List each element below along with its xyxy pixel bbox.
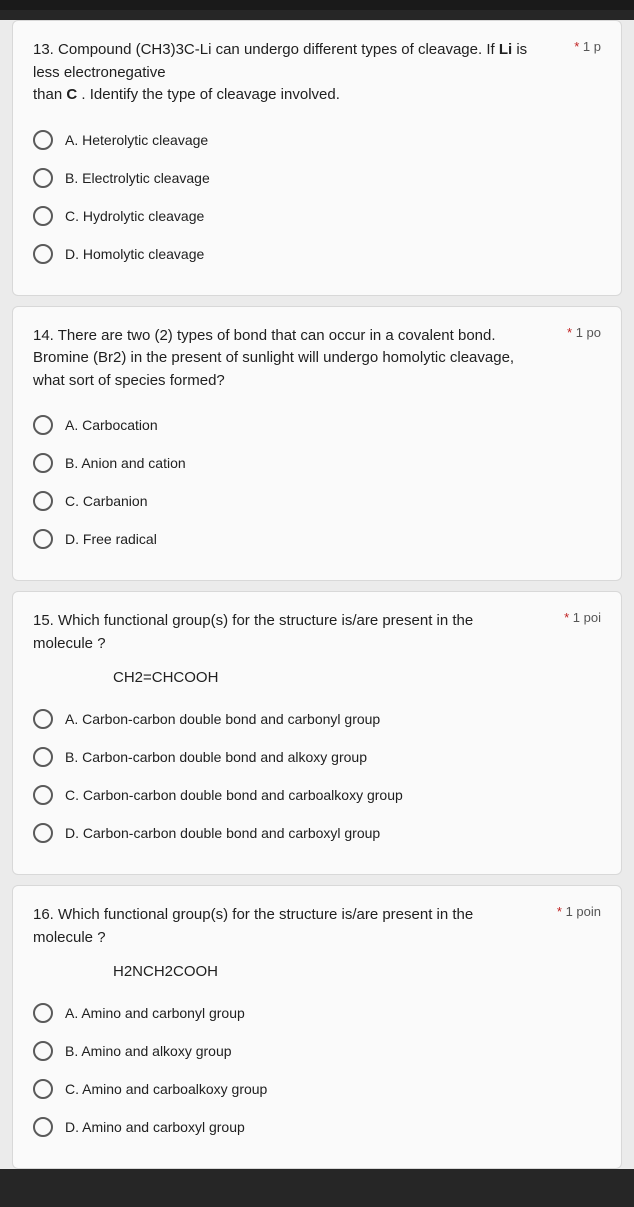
option-a[interactable]: A. Heterolytic cleavage (33, 121, 601, 159)
option-d[interactable]: D. Amino and carboxyl group (33, 1108, 601, 1146)
question-text: 16. Which functional group(s) for the st… (33, 904, 549, 949)
q-number: 14. (33, 327, 54, 344)
option-d[interactable]: D. Carbon-carbon double bond and carboxy… (33, 814, 601, 852)
options-list: A. Carbocation B. Anion and cation C. Ca… (33, 406, 601, 558)
question-card-13: 13. Compound (CH3)3C-Li can undergo diff… (12, 20, 622, 296)
option-a[interactable]: A. Carbon-carbon double bond and carbony… (33, 700, 601, 738)
q15-line2: molecule ? (33, 635, 106, 652)
question-text: 13. Compound (CH3)3C-Li can undergo diff… (33, 39, 566, 107)
option-b[interactable]: B. Amino and alkoxy group (33, 1032, 601, 1070)
option-d[interactable]: D. Free radical (33, 520, 601, 558)
option-c[interactable]: C. Carbanion (33, 482, 601, 520)
option-label: D. Amino and carboxyl group (65, 1119, 245, 1135)
option-b[interactable]: B. Electrolytic cleavage (33, 159, 601, 197)
q16-line2: molecule ? (33, 929, 106, 946)
option-label: D. Homolytic cleavage (65, 246, 204, 262)
points-value: 1 poin (566, 904, 601, 919)
question-card-16: 16. Which functional group(s) for the st… (12, 885, 622, 1169)
q16-line1: 16. Which functional group(s) for the st… (33, 906, 473, 923)
option-label: A. Carbon-carbon double bond and carbony… (65, 711, 380, 727)
q-number: 16. (33, 906, 54, 923)
q14-line2: Bromine (Br2) in the present of sunlight… (33, 349, 514, 366)
formula-text: CH2=CHCOOH (113, 669, 601, 686)
radio-icon[interactable] (33, 168, 53, 188)
option-label: B. Amino and alkoxy group (65, 1043, 232, 1059)
question-text: 14. There are two (2) types of bond that… (33, 325, 559, 393)
top-bar (0, 0, 634, 10)
points-label: * 1 p (574, 39, 601, 54)
option-a[interactable]: A. Amino and carbonyl group (33, 994, 601, 1032)
radio-icon[interactable] (33, 823, 53, 843)
q-number: 13. (33, 41, 54, 58)
question-card-15: 15. Which functional group(s) for the st… (12, 591, 622, 875)
option-label: A. Heterolytic cleavage (65, 132, 208, 148)
points-label: * 1 poin (557, 904, 601, 919)
points-value: 1 poi (573, 610, 601, 625)
points-value: 1 po (576, 325, 601, 340)
required-star: * (564, 610, 569, 625)
points-label: * 1 poi (564, 610, 601, 625)
option-label: C. Hydrolytic cleavage (65, 208, 204, 224)
required-star: * (557, 904, 562, 919)
required-star: * (574, 39, 579, 54)
question-header: 14. There are two (2) types of bond that… (33, 325, 601, 393)
option-b[interactable]: B. Carbon-carbon double bond and alkoxy … (33, 738, 601, 776)
options-list: A. Amino and carbonyl group B. Amino and… (33, 994, 601, 1146)
option-d[interactable]: D. Homolytic cleavage (33, 235, 601, 273)
required-star: * (567, 325, 572, 340)
option-a[interactable]: A. Carbocation (33, 406, 601, 444)
option-label: D. Carbon-carbon double bond and carboxy… (65, 825, 380, 841)
radio-icon[interactable] (33, 453, 53, 473)
radio-icon[interactable] (33, 1079, 53, 1099)
question-header: 13. Compound (CH3)3C-Li can undergo diff… (33, 39, 601, 107)
q15-line1: 15. Which functional group(s) for the st… (33, 612, 473, 629)
radio-icon[interactable] (33, 1003, 53, 1023)
option-b[interactable]: B. Anion and cation (33, 444, 601, 482)
page-container: 13. Compound (CH3)3C-Li can undergo diff… (0, 20, 634, 1169)
q14-line3: what sort of species formed? (33, 372, 225, 389)
question-card-14: 14. There are two (2) types of bond that… (12, 306, 622, 582)
question-header: 16. Which functional group(s) for the st… (33, 904, 601, 949)
points-value: 1 p (583, 39, 601, 54)
radio-icon[interactable] (33, 709, 53, 729)
question-text: 15. Which functional group(s) for the st… (33, 610, 556, 655)
radio-icon[interactable] (33, 206, 53, 226)
question-header: 15. Which functional group(s) for the st… (33, 610, 601, 655)
q13-line2: less electronegative (33, 64, 166, 81)
radio-icon[interactable] (33, 130, 53, 150)
radio-icon[interactable] (33, 785, 53, 805)
radio-icon[interactable] (33, 491, 53, 511)
radio-icon[interactable] (33, 1117, 53, 1137)
options-list: A. Heterolytic cleavage B. Electrolytic … (33, 121, 601, 273)
option-label: D. Free radical (65, 531, 157, 547)
option-label: B. Electrolytic cleavage (65, 170, 210, 186)
q13-line3: than C . Identify the type of cleavage i… (33, 86, 340, 103)
option-label: C. Carbanion (65, 493, 148, 509)
options-list: A. Carbon-carbon double bond and carbony… (33, 700, 601, 852)
option-label: B. Anion and cation (65, 455, 186, 471)
radio-icon[interactable] (33, 747, 53, 767)
option-c[interactable]: C. Hydrolytic cleavage (33, 197, 601, 235)
radio-icon[interactable] (33, 415, 53, 435)
points-label: * 1 po (567, 325, 601, 340)
radio-icon[interactable] (33, 529, 53, 549)
option-label: C. Carbon-carbon double bond and carboal… (65, 787, 403, 803)
q13-line1: 13. Compound (CH3)3C-Li can undergo diff… (33, 41, 527, 58)
radio-icon[interactable] (33, 244, 53, 264)
radio-icon[interactable] (33, 1041, 53, 1061)
formula-text: H2NCH2COOH (113, 963, 601, 980)
option-label: B. Carbon-carbon double bond and alkoxy … (65, 749, 367, 765)
option-label: A. Carbocation (65, 417, 158, 433)
option-c[interactable]: C. Carbon-carbon double bond and carboal… (33, 776, 601, 814)
option-label: A. Amino and carbonyl group (65, 1005, 245, 1021)
q-number: 15. (33, 612, 54, 629)
option-c[interactable]: C. Amino and carboalkoxy group (33, 1070, 601, 1108)
option-label: C. Amino and carboalkoxy group (65, 1081, 267, 1097)
q14-line1: 14. There are two (2) types of bond that… (33, 327, 496, 344)
